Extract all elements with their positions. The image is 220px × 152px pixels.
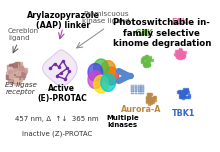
Text: FAK: FAK — [171, 18, 188, 27]
FancyBboxPatch shape — [131, 85, 134, 87]
FancyBboxPatch shape — [141, 85, 144, 87]
Text: 457 nm, Δ  ↑↓  365 nm: 457 nm, Δ ↑↓ 365 nm — [15, 116, 99, 122]
FancyBboxPatch shape — [131, 93, 134, 94]
FancyBboxPatch shape — [138, 87, 141, 89]
Polygon shape — [88, 64, 103, 81]
Text: E3 ligase
receptor: E3 ligase receptor — [5, 82, 37, 95]
FancyBboxPatch shape — [131, 87, 134, 89]
FancyBboxPatch shape — [141, 93, 144, 94]
Polygon shape — [43, 50, 77, 87]
FancyBboxPatch shape — [141, 89, 144, 91]
Text: Inactive (Z)-PROTAC: Inactive (Z)-PROTAC — [22, 131, 92, 137]
Text: TBK1: TBK1 — [172, 109, 195, 119]
FancyBboxPatch shape — [141, 87, 144, 89]
FancyBboxPatch shape — [138, 85, 141, 87]
Text: Arylazopyrazole
(AAP) linker: Arylazopyrazole (AAP) linker — [26, 11, 99, 30]
FancyBboxPatch shape — [131, 91, 134, 92]
Polygon shape — [94, 75, 108, 93]
Polygon shape — [101, 74, 116, 91]
Text: Promiscuous
kinase ligand: Promiscuous kinase ligand — [82, 11, 130, 24]
FancyBboxPatch shape — [135, 87, 137, 89]
FancyBboxPatch shape — [135, 91, 137, 92]
FancyBboxPatch shape — [135, 89, 137, 91]
Text: GAK: GAK — [134, 29, 153, 38]
Text: Aurora-A: Aurora-A — [121, 105, 161, 114]
Polygon shape — [88, 71, 103, 88]
Polygon shape — [94, 59, 108, 77]
FancyBboxPatch shape — [138, 93, 141, 94]
FancyBboxPatch shape — [141, 91, 144, 92]
FancyBboxPatch shape — [138, 89, 141, 91]
Text: Cereblon
ligand: Cereblon ligand — [8, 28, 39, 41]
FancyBboxPatch shape — [131, 89, 134, 91]
FancyBboxPatch shape — [135, 85, 137, 87]
Polygon shape — [101, 61, 116, 78]
Polygon shape — [104, 67, 119, 85]
Text: Active
(E)-PROTAC: Active (E)-PROTAC — [37, 84, 87, 103]
Text: Multiple
kinases: Multiple kinases — [106, 115, 139, 128]
FancyBboxPatch shape — [138, 91, 141, 92]
Text: Photoswitchable in-
family selective
kinome degradation: Photoswitchable in- family selective kin… — [113, 18, 211, 48]
FancyBboxPatch shape — [135, 93, 137, 94]
